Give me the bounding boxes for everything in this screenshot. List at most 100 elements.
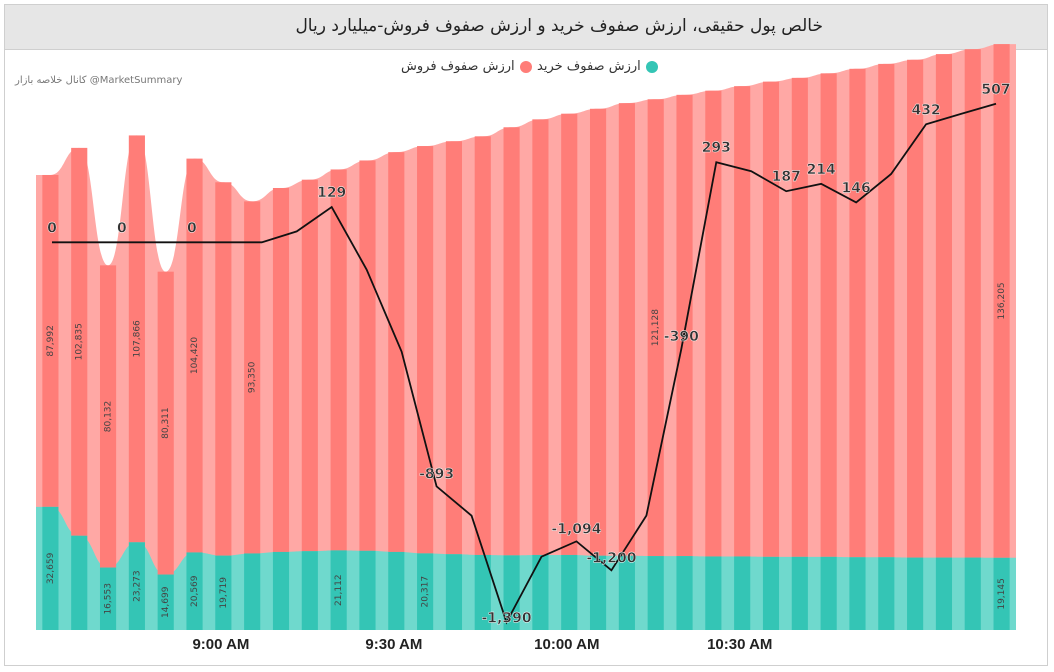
bar-value-label: 21,112 [334, 574, 344, 606]
bar-value-label: 19,145 [997, 578, 1007, 610]
net-point-label: 0 [47, 220, 57, 236]
bar-value-label: 80,311 [161, 407, 171, 439]
buy-bar [388, 551, 405, 630]
buy-bar [359, 550, 376, 630]
buy-bar [128, 542, 145, 630]
sell-bar [42, 174, 59, 507]
watermark: کانال خلاصه بازار @MarketSummary [15, 75, 183, 86]
bar-value-label: 20,317 [421, 576, 431, 608]
net-point-label: 0 [117, 220, 127, 236]
net-line [52, 102, 997, 625]
net-point-label: -390 [664, 329, 699, 345]
x-tick-label: 9:00 AM [192, 636, 249, 653]
buy-bar [474, 554, 491, 630]
sell-bar [186, 158, 203, 553]
x-tick-label: 10:30 AM [707, 636, 772, 653]
sell-bar [128, 135, 145, 543]
sell-bar [359, 160, 376, 551]
buy-bar [935, 557, 953, 630]
legend-label-sell: ارزش صفوف فروش [401, 59, 515, 74]
title-bar: خالص پول حقیقی، ارزش صفوف خرید و ارزش صف… [5, 5, 1047, 50]
sell-area [36, 44, 1016, 630]
buy-bar [71, 535, 88, 630]
bar-value-label: 87,992 [46, 325, 56, 357]
legend-label-buy: ارزش صفوف خرید [537, 59, 641, 74]
buy-bar [417, 553, 434, 630]
bar-value-label: 121,128 [651, 309, 661, 346]
buy-bar [705, 556, 722, 630]
buy-bar [762, 556, 780, 630]
sell-bar [445, 141, 463, 555]
sell-bar [762, 81, 780, 557]
legend-item-sell[interactable]: ارزش صفوف فروش [401, 59, 532, 74]
buy-bar [99, 567, 117, 630]
x-tick-label: 10:00 AM [534, 636, 599, 653]
buy-bar [42, 506, 59, 630]
sell-bar [820, 73, 837, 557]
sell-bar [791, 77, 808, 557]
sell-bar [907, 59, 924, 558]
bar-value-label: 20,569 [190, 575, 200, 607]
sell-bar [301, 179, 318, 552]
bar-value-label: 19,719 [219, 577, 229, 609]
legend-dot-buy [645, 60, 658, 73]
buy-bar [993, 557, 1010, 630]
buy-bar [330, 550, 347, 630]
bar-value-label: 14,699 [161, 586, 171, 618]
sell-bar [330, 169, 347, 551]
buy-bar [589, 555, 607, 630]
chart-title: خالص پول حقیقی، ارزش صفوف خرید و ارزش صف… [295, 16, 823, 36]
sell-bar [561, 113, 578, 555]
net-point-label: 293 [702, 140, 731, 156]
buy-bar [647, 556, 664, 630]
buy-bar [503, 555, 520, 630]
sell-bar [157, 271, 174, 575]
sell-bar [532, 119, 549, 555]
buy-bar [791, 556, 808, 630]
sell-bar [388, 152, 405, 552]
sell-bar [964, 49, 981, 558]
bar-value-label: 93,350 [248, 361, 258, 393]
net-point-label: 129 [317, 185, 346, 201]
sell-bar [589, 108, 607, 556]
buy-bar [676, 556, 693, 630]
buy-bar [244, 553, 261, 630]
sell-bar [244, 201, 261, 554]
sell-bar [503, 127, 520, 556]
buy-bar [878, 557, 895, 630]
bar-value-label: 80,132 [104, 401, 114, 433]
buy-bar [618, 555, 635, 630]
buy-bar [849, 557, 866, 630]
sell-bar [849, 68, 866, 558]
bar-value-label: 23,273 [132, 570, 142, 602]
net-point-label: 432 [911, 102, 940, 118]
sell-bar [705, 90, 722, 557]
legend-item-buy[interactable]: ارزش صفوف خرید [537, 59, 658, 74]
sell-bar [215, 182, 232, 556]
sell-bar [676, 94, 693, 557]
bar-value-label: 107,866 [132, 320, 142, 357]
sell-bar [734, 86, 751, 557]
sell-bar [99, 265, 117, 568]
buy-bar [561, 554, 578, 630]
buy-bar [215, 555, 232, 630]
sell-bar [878, 63, 895, 558]
sell-bar [272, 187, 290, 552]
sell-bar [71, 147, 88, 536]
buy-bar [301, 551, 318, 630]
net-point-label: 187 [772, 169, 801, 185]
legend-dot-sell [519, 60, 532, 73]
buy-bar [532, 554, 549, 630]
buy-bar [907, 557, 924, 630]
sell-bar [993, 44, 1010, 558]
buy-bar [445, 554, 463, 630]
net-point-label: 214 [807, 162, 836, 178]
x-tick-label: 9:30 AM [365, 636, 422, 653]
bar-value-label: 16,553 [104, 583, 114, 615]
net-point-label: -1,390 [481, 610, 531, 626]
sell-bar [935, 54, 953, 558]
sell-bar [618, 103, 635, 556]
net-point-label: 507 [981, 82, 1010, 98]
bar-value-label: 102,835 [75, 323, 85, 360]
